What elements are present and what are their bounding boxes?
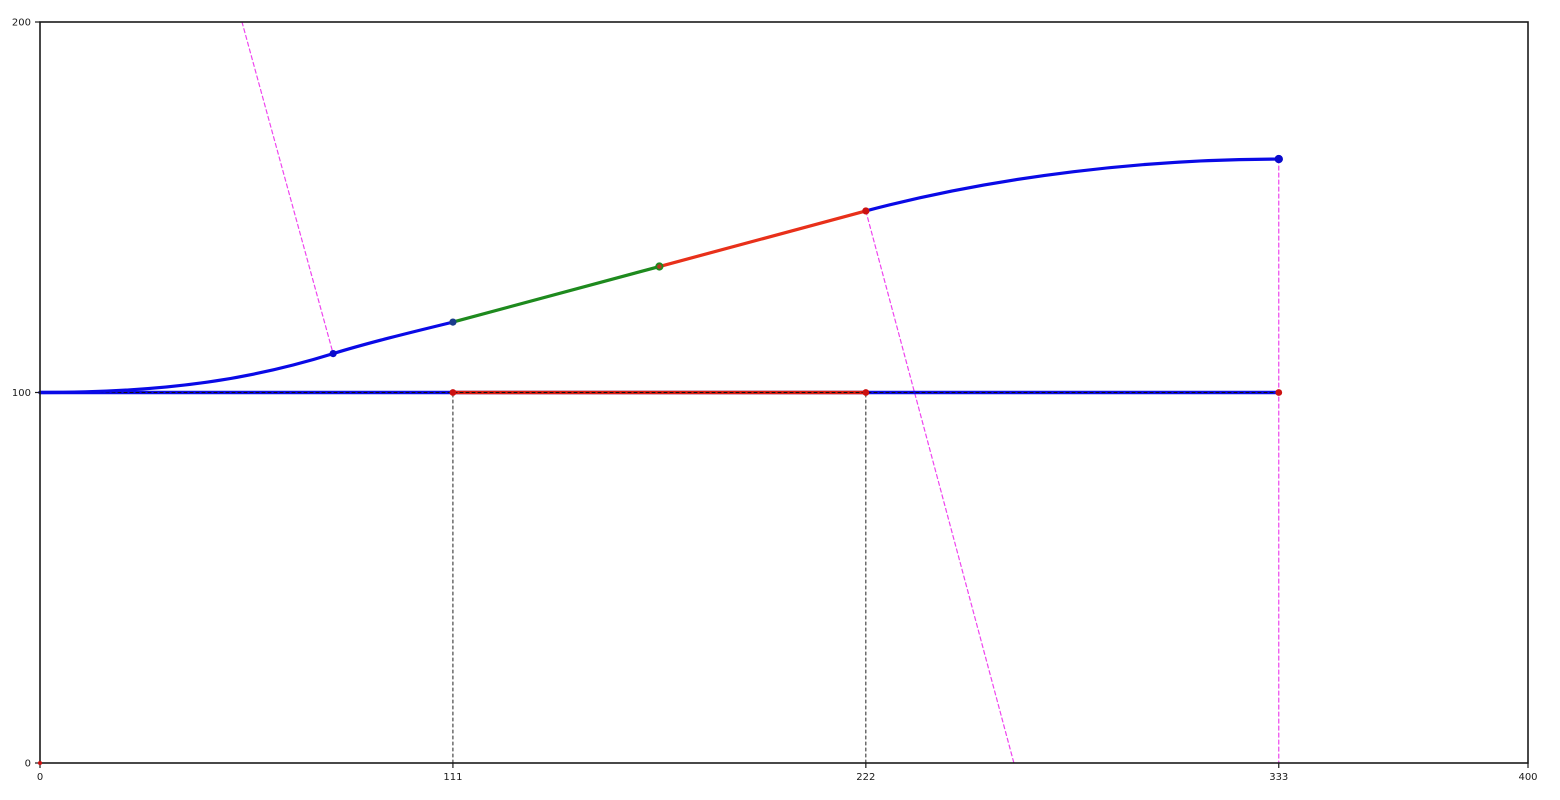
- marker-origin: [38, 761, 42, 765]
- x-tick-label: 400: [1518, 772, 1537, 783]
- curve-blue-start-a: [38, 351, 335, 395]
- curve-red-segment: [657, 209, 868, 269]
- normal-dashed-at-t1: [241, 21, 334, 355]
- curve-green-segment: [451, 264, 661, 324]
- marker-curve-t1: [329, 349, 337, 358]
- x-tick-label: 0: [37, 772, 43, 783]
- marker-baseline-x222: [862, 389, 870, 396]
- marker-curve-end: [1274, 154, 1283, 164]
- marker-baseline-x111: [449, 389, 457, 396]
- y-tick-label: 0: [25, 759, 31, 770]
- marker-curve-mid: [655, 262, 664, 271]
- curve-blue-start-b: [331, 320, 455, 356]
- x-tick-label: 333: [1269, 772, 1288, 783]
- marker-baseline-x333: [1275, 389, 1283, 396]
- marker-curve-x111: [449, 318, 457, 326]
- y-tick-label: 100: [12, 388, 31, 399]
- x-tick-label: 222: [856, 772, 875, 783]
- y-tick-label: 200: [12, 18, 31, 29]
- marker-curve-x222: [862, 207, 870, 215]
- curve-blue-end: [864, 157, 1281, 213]
- x-tick-label: 111: [443, 772, 462, 783]
- normal-dashed-at-222: [865, 210, 1015, 764]
